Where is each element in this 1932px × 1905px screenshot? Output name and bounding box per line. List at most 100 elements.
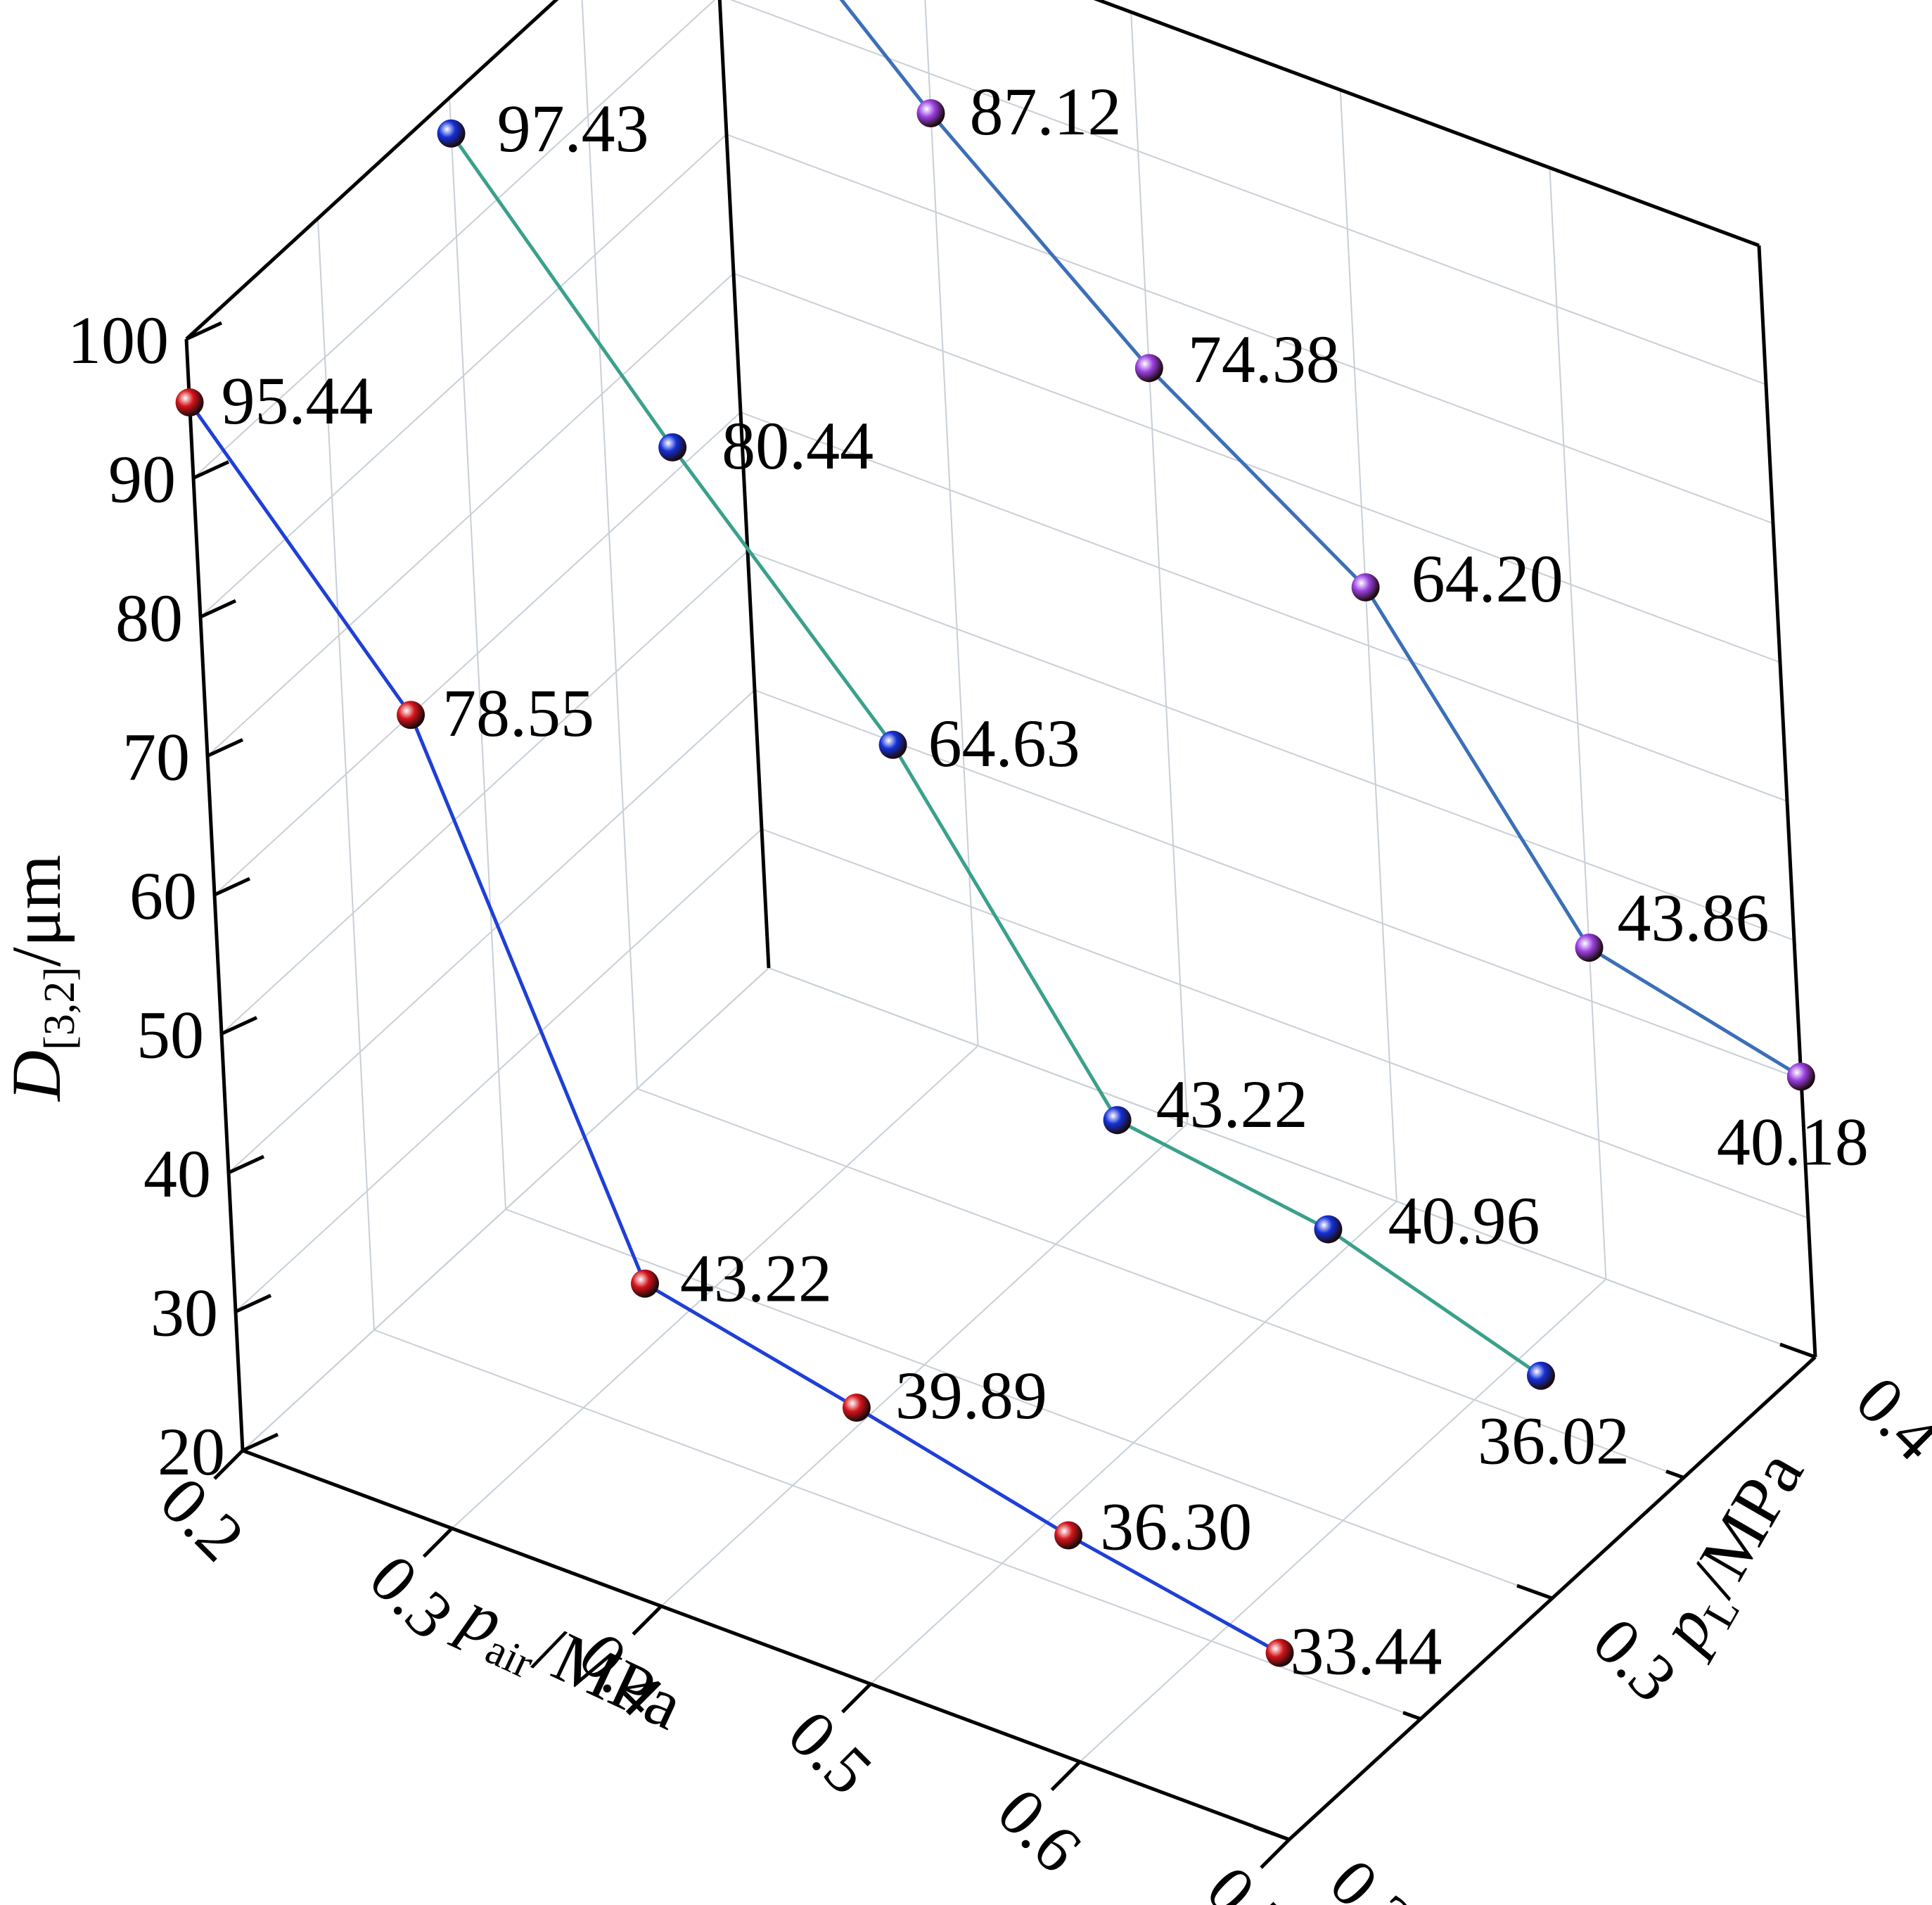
grid-line	[193, 0, 716, 479]
x-tick-mark	[422, 1527, 454, 1558]
grid-line	[207, 272, 734, 757]
grid-line	[242, 967, 769, 1451]
data-label: 64.20	[1412, 541, 1563, 616]
grid-line	[726, 134, 1774, 524]
data-label: 87.12	[969, 74, 1121, 149]
top-left-edge	[185, 0, 559, 340]
series-line	[839, 0, 1803, 1078]
z-tick-mark	[220, 1016, 258, 1036]
z-tick-mark	[206, 738, 244, 758]
x-tick-label: 0.3	[355, 1540, 468, 1653]
x-tick-mark	[213, 1449, 244, 1480]
series-line	[188, 401, 1281, 1655]
z-tick-mark	[192, 460, 230, 480]
z-tick-mark	[213, 877, 251, 897]
x-tick-mark	[841, 1683, 872, 1714]
y-tick-mark	[1779, 1342, 1816, 1359]
data-label: 64.63	[928, 706, 1080, 781]
y-axis-title-unit: /MPa	[1675, 1438, 1818, 1609]
data-point	[1134, 354, 1163, 383]
data-label: 43.22	[680, 1241, 832, 1316]
y-tick-label: 0.2	[1316, 1845, 1429, 1905]
z-axis-title: D[3,2]/μm	[0, 855, 84, 1102]
grid-line	[768, 967, 1816, 1358]
data-label: 33.44	[1291, 1614, 1442, 1689]
axis-ticks: 20304050607080901000.20.30.40.50.60.70.2…	[68, 302, 1932, 1905]
y-minor-tick-mark	[1665, 1470, 1684, 1479]
series-pL-0.3: 97.43 80.44 64.63 43.22 40.96 36.02	[437, 91, 1630, 1479]
z-tick-mark	[241, 1432, 279, 1453]
z-tick-mark	[234, 1294, 272, 1313]
data-point	[1054, 1521, 1083, 1550]
top-right-edge	[1093, 0, 1760, 248]
series-pL-0.2: 95.44 78.55 43.22 39.89 36.30 33.44	[175, 363, 1442, 1689]
data-series: 95.44 78.55 43.22 39.89 36.30 33.44 97.43 80.44…	[175, 0, 1869, 1689]
z-tick-mark	[185, 321, 223, 341]
grid-line	[200, 134, 727, 618]
data-label: 80.44	[722, 408, 874, 483]
right-vertical-edge	[1757, 245, 1817, 1358]
data-point	[1786, 1062, 1815, 1091]
data-point	[630, 1269, 659, 1298]
data-point	[878, 730, 907, 759]
grid-line	[186, 0, 558, 340]
grid-line	[740, 412, 1788, 802]
data-point	[1265, 1638, 1294, 1667]
data-point	[1103, 1106, 1132, 1135]
data-point	[175, 388, 204, 417]
x-axis-line	[242, 1448, 1290, 1842]
data-label: 36.02	[1478, 1403, 1630, 1479]
z-axis-title-subscript: [3,2]	[36, 967, 84, 1050]
grid-line	[754, 689, 1802, 1080]
z-tick-label: 100	[68, 302, 169, 378]
grid-line	[373, 1329, 1421, 1720]
z-tick-label: 20	[158, 1414, 225, 1489]
y-tick-mark	[1516, 1584, 1553, 1600]
y-tick-mark	[1253, 1825, 1290, 1842]
data-point	[658, 433, 687, 461]
grid-line	[636, 1088, 1684, 1479]
data-label: 95.44	[222, 363, 373, 438]
series-line	[449, 132, 1542, 1377]
grid-line	[747, 550, 1795, 941]
grid-line	[729, 0, 1767, 386]
data-point	[1526, 1361, 1555, 1390]
grid-line	[505, 1209, 1553, 1599]
z-axis-title-unit: /μm	[0, 855, 75, 967]
z-axis-title-symbol: D	[0, 1050, 75, 1102]
data-point	[397, 701, 426, 729]
z-tick-label: 80	[115, 580, 183, 656]
z-tick-label: 70	[122, 720, 190, 795]
data-label: 43.86	[1618, 880, 1770, 955]
z-tick-label: 90	[108, 442, 176, 517]
x-tick-mark	[632, 1605, 663, 1636]
z-tick-mark	[199, 599, 237, 619]
x-tick-mark	[1260, 1838, 1291, 1869]
data-label: 36.30	[1100, 1489, 1252, 1564]
data-label: 74.38	[1188, 321, 1340, 397]
z-tick-label: 60	[129, 858, 197, 934]
grid-line	[733, 272, 1781, 663]
x-tick-label: 0.6	[983, 1773, 1096, 1887]
z-tick-mark	[227, 1154, 265, 1175]
grid-line	[221, 550, 748, 1035]
data-point	[437, 119, 466, 148]
data-point	[1351, 573, 1380, 601]
data-label: 40.18	[1717, 1104, 1869, 1179]
grid-line	[761, 828, 1809, 1219]
grid-line	[235, 828, 762, 1313]
data-point	[842, 1393, 871, 1422]
data-point	[1314, 1215, 1343, 1244]
data-label: 40.96	[1388, 1183, 1540, 1258]
z-tick-label: 40	[143, 1136, 211, 1211]
y-tick-label: 0.4	[1842, 1362, 1932, 1475]
x-axis-title: pair/MPa	[443, 1574, 695, 1752]
data-label: 43.22	[1156, 1066, 1308, 1142]
z-tick-label: 30	[151, 1275, 218, 1351]
x-tick-label: 0.5	[774, 1696, 888, 1809]
y-minor-tick-mark	[1402, 1711, 1421, 1721]
back-vertical-edge	[717, 0, 771, 969]
